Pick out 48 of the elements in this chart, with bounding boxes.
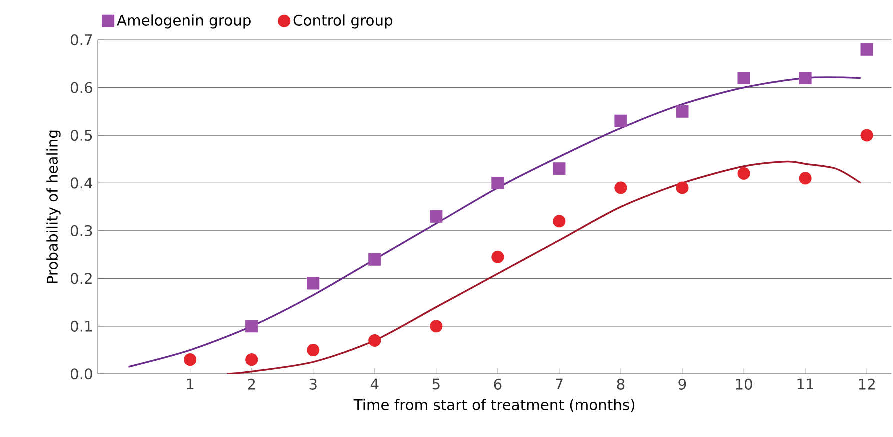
y-tick-label: 0.5	[70, 130, 92, 141]
point	[860, 129, 874, 142]
x-tick-label: 3	[310, 378, 317, 390]
legend-label: Amelogenin group	[117, 14, 251, 29]
point	[368, 334, 382, 347]
point	[430, 210, 443, 223]
x-tick-label: 4	[370, 378, 379, 390]
legend-label: Control group	[294, 14, 393, 29]
point	[184, 353, 197, 366]
point	[614, 182, 628, 194]
point	[799, 72, 812, 84]
y-tick-label: 0.0	[70, 368, 92, 380]
point	[676, 182, 689, 194]
point	[553, 215, 566, 228]
point	[738, 72, 750, 84]
x-tick-label: 10	[736, 378, 752, 390]
point	[307, 344, 320, 356]
point	[492, 176, 504, 190]
y-tick-label: 0.3	[70, 225, 92, 236]
y-tick-label: 0.4	[70, 178, 93, 189]
x-tick-label: 11	[798, 378, 814, 390]
x-tick-label: 7	[556, 378, 563, 390]
y-axis-title: Probability of healing	[46, 130, 61, 284]
point	[430, 320, 443, 333]
point	[246, 353, 258, 366]
y-tick-label: 0.7	[70, 34, 92, 46]
point	[368, 253, 382, 266]
x-tick-label: 12	[859, 378, 875, 390]
point	[553, 162, 566, 176]
x-tick-label: 8	[617, 378, 625, 390]
point	[799, 172, 812, 185]
x-tick-label: 5	[432, 378, 440, 390]
point	[307, 277, 320, 290]
y-tick-label: 0.1	[70, 320, 92, 332]
point	[676, 105, 689, 118]
line-series	[226, 160, 862, 374]
y-tick-label: 0.2	[70, 273, 92, 284]
x-tick-label: 6	[494, 378, 502, 390]
x-tick-label: 9	[678, 378, 686, 390]
y-tick-label: 0.6	[70, 82, 92, 94]
point	[738, 167, 750, 180]
point	[860, 43, 874, 56]
x-tick-label: 1	[187, 378, 194, 390]
point	[492, 250, 504, 264]
x-tick-label: 2	[248, 378, 256, 390]
point	[246, 320, 258, 333]
x-axis-title: Time from start of treatment (months)	[354, 399, 635, 412]
point	[614, 114, 628, 128]
